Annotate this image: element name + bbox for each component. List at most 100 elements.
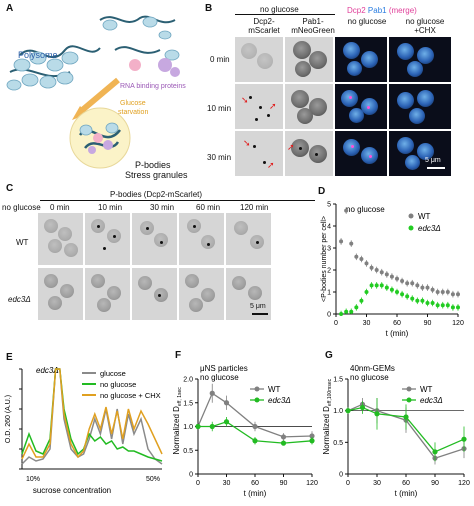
y-tick-label: 2 <box>327 268 331 275</box>
d-point <box>425 301 430 305</box>
x-tick-label: 0 <box>346 480 350 487</box>
e-series-line <box>21 368 163 465</box>
g-point <box>374 411 380 417</box>
b-img-dcp2-0 <box>235 37 283 82</box>
d-point <box>456 305 460 310</box>
c-title: P-bodies (Dcp2-mScarlet) <box>110 190 203 199</box>
y-tick-label: 5 <box>327 202 331 209</box>
b-col-no-glucose: no glucose <box>347 17 387 26</box>
g-point <box>359 404 366 411</box>
b-header-no-glucose: no glucose <box>260 5 299 14</box>
f-legend-marker <box>254 397 260 403</box>
b-row-0min: 0 min <box>210 55 230 64</box>
d-point <box>349 309 354 314</box>
d-point <box>384 272 389 277</box>
d-point <box>389 274 394 279</box>
x-tick-label: 60 <box>402 480 410 487</box>
panel-label-f: F <box>175 350 182 361</box>
d-point <box>389 287 394 292</box>
g-title: 40nm-GEMs <box>350 364 395 373</box>
f-legend-marker <box>254 386 260 392</box>
b-col-pab1-line2: mNeoGreen <box>291 26 335 35</box>
d-point <box>440 303 445 308</box>
g-legend-marker <box>406 386 412 392</box>
c-time-1: 0 min <box>50 203 70 212</box>
g-point <box>461 436 467 442</box>
b-col-dcp2-line1: Dcp2- <box>253 17 275 26</box>
c-time-0: no glucose <box>2 203 41 212</box>
g-legend-marker <box>406 397 412 403</box>
y-tick-label: 1.0 <box>183 424 193 431</box>
f-legend-label: edc3Δ <box>268 396 291 405</box>
b-col-pab1-line1: Pab1- <box>302 17 324 26</box>
d-point <box>374 268 379 272</box>
stress-granules-label: Stress granules <box>125 170 188 180</box>
d-point <box>344 208 349 213</box>
x-tick-label: 120 <box>458 480 470 487</box>
panel-label-e: E <box>6 352 13 363</box>
d-point <box>440 290 445 294</box>
c-wt-120 <box>226 213 271 265</box>
e-series-line <box>21 368 163 460</box>
panel-label-c: C <box>6 183 14 194</box>
e-x-start-label: 10% <box>26 476 40 483</box>
d-point <box>410 296 415 301</box>
x-tick-label: 60 <box>251 480 259 487</box>
f-point <box>252 423 258 430</box>
d-point <box>430 301 435 305</box>
polysome-label: Polysome <box>18 50 58 60</box>
f-legend-label: WT <box>268 385 281 394</box>
d-point <box>435 290 440 294</box>
x-tick-label: 0 <box>334 320 338 327</box>
d-annotation: no glucose <box>346 205 385 214</box>
g-point <box>432 449 438 455</box>
b-row-30min: 30 min <box>207 153 232 162</box>
d-xlabel: t (min) <box>386 329 409 338</box>
d-point <box>395 290 399 294</box>
d-point <box>354 305 359 310</box>
e-legend-label: no glucose <box>100 380 136 389</box>
c-time-5: 120 min <box>240 203 269 212</box>
b-img-pab1-0 <box>285 37 333 82</box>
g-point <box>403 414 409 420</box>
f-point <box>252 438 258 444</box>
x-tick-label: 60 <box>393 320 401 327</box>
c-title-rule <box>40 200 315 201</box>
glucose-starvation-label-1: Glucose <box>120 100 146 107</box>
d-point <box>379 283 384 288</box>
b-img-chx-30: 5 μm <box>389 131 451 176</box>
x-tick-label: 0 <box>196 480 200 487</box>
d-point <box>420 298 425 303</box>
panel-a-schematic: Polysome RNA binding proteins Glucose st… <box>0 10 200 180</box>
b-col-dcp2: Dcp2- mScarlet <box>243 17 285 35</box>
glucose-starvation-label-2: starvation <box>118 109 149 116</box>
panel-b: no glucose Dcp2- mScarlet Pab1- mNeoGree… <box>205 0 474 180</box>
d-point <box>415 283 420 288</box>
e-x-end-label: 50% <box>146 476 160 483</box>
f-point <box>280 434 287 440</box>
d-point <box>379 270 384 275</box>
c-edc3-30 <box>132 268 177 320</box>
c-time-3: 30 min <box>150 203 175 212</box>
d-point <box>359 257 364 261</box>
y-tick-label: 2.0 <box>183 377 193 384</box>
f-point <box>209 390 215 396</box>
c-time-4: 60 min <box>196 203 221 212</box>
d-point <box>450 292 455 297</box>
c-wt-10 <box>85 213 130 265</box>
d-point <box>445 303 450 308</box>
d-legend-label: WT <box>418 212 431 221</box>
schematic-illustration <box>6 15 180 169</box>
e-annotation: edc3Δ <box>36 366 59 375</box>
panel-c: P-bodies (Dcp2-mScarlet) no glucose 0 mi… <box>0 183 315 333</box>
b-scale-label: 5 μm <box>425 157 441 164</box>
x-tick-label: 90 <box>424 320 432 327</box>
b-merge-pab1: Pab1 <box>367 6 387 15</box>
d-point <box>410 281 415 286</box>
x-tick-label: 120 <box>306 480 318 487</box>
b-merge-word: (merge) <box>388 6 417 15</box>
f-xlabel: t (min) <box>244 489 267 498</box>
d-point <box>425 285 430 290</box>
y-tick-label: 0 <box>327 312 331 319</box>
